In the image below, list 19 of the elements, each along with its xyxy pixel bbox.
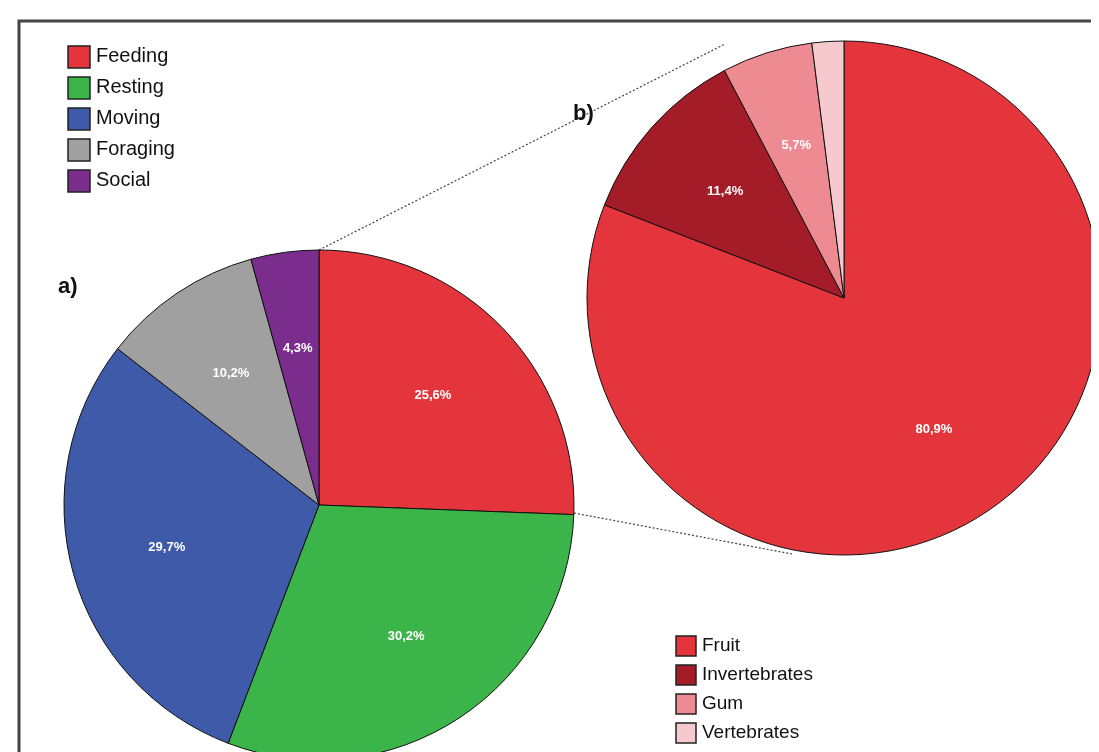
- legend-label: Invertebrates: [702, 663, 813, 685]
- legend-label: Vertebrates: [702, 721, 800, 743]
- data-label: 10,2%: [212, 365, 250, 381]
- text: b): [573, 100, 594, 125]
- legend-label: Gum: [702, 692, 744, 714]
- legend-label: Feeding: [96, 44, 169, 67]
- data-label: 80,9%: [915, 420, 953, 436]
- legend-label: Fruit: [702, 634, 741, 656]
- data-label: 25,6%: [414, 386, 452, 402]
- legend-label: Foraging: [96, 137, 175, 160]
- data-label: 29,7%: [148, 539, 186, 555]
- legend-label: Moving: [96, 106, 161, 129]
- legend-label: Social: [96, 168, 151, 191]
- data-label: 4,3%: [282, 339, 313, 355]
- legend-label: Resting: [96, 75, 164, 98]
- data-label: 11,4%: [707, 183, 744, 199]
- text: a): [58, 273, 78, 298]
- data-label: 5,7%: [781, 137, 812, 153]
- data-label: 30,2%: [387, 628, 426, 644]
